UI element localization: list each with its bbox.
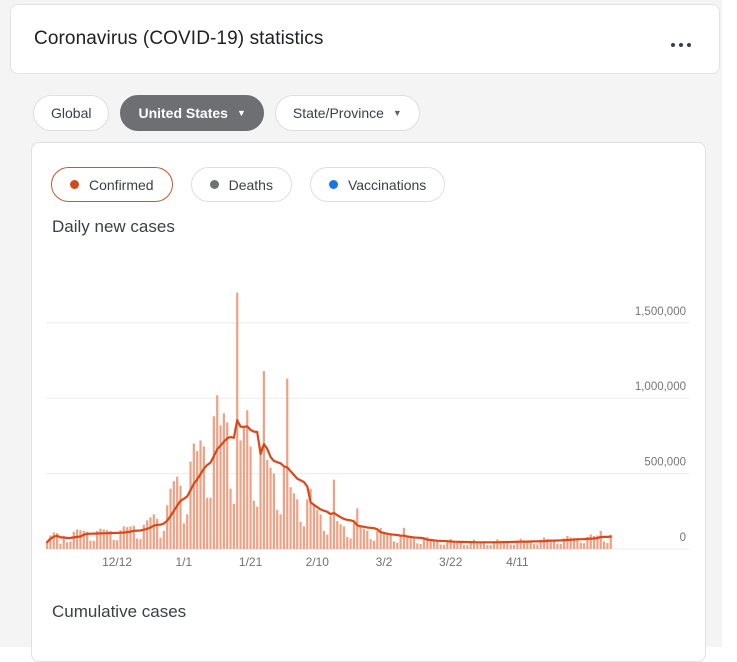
tab-deaths[interactable]: Deaths xyxy=(190,167,292,202)
tab-vaccinations[interactable]: Vaccinations xyxy=(309,167,446,202)
y-axis-label: 1,000,000 xyxy=(635,381,686,393)
x-axis-label: 4/11 xyxy=(506,555,529,569)
tab-confirmed[interactable]: Confirmed xyxy=(51,167,173,202)
statistics-card: Confirmed Deaths Vaccinations Daily new … xyxy=(31,142,706,662)
widget-header: Coronavirus (COVID-19) statistics xyxy=(10,4,720,74)
x-axis-label: 2/10 xyxy=(306,555,330,569)
chevron-down-icon: ▼ xyxy=(392,108,402,118)
deaths-dot-icon xyxy=(209,180,219,189)
filter-chip-label: United States xyxy=(138,105,228,121)
daily-cases-chart[interactable]: 0 500,000 1,000,000 1,500,000 12/12 1/1 1/21 2/… xyxy=(46,279,690,575)
cumulative-cases-title: Cumulative cases xyxy=(52,602,187,621)
x-axis-label: 1/21 xyxy=(239,555,263,569)
vaccinations-dot-icon xyxy=(328,180,338,189)
filter-chip-global[interactable]: Global xyxy=(33,95,110,131)
y-axis-label: 1,500,000 xyxy=(635,306,686,318)
tab-label: Confirmed xyxy=(89,176,154,193)
confirmed-dot-icon xyxy=(70,180,79,189)
filter-chip-country-dropdown[interactable]: United States ▼ xyxy=(120,95,264,131)
filter-chip-label: State/Province xyxy=(292,105,384,121)
region-filter-bar: Global United States ▼ State/Province ▼ xyxy=(33,95,420,131)
x-axis-label: 1/1 xyxy=(175,555,192,569)
trend-line xyxy=(46,419,612,544)
x-axis-label: 12/12 xyxy=(102,555,132,569)
daily-bars xyxy=(46,292,612,549)
y-axis-label: 500,000 xyxy=(644,457,686,469)
daily-new-cases-title: Daily new cases xyxy=(52,217,175,236)
filter-chip-label: Global xyxy=(51,105,92,121)
x-axis-label: 3/2 xyxy=(376,555,393,569)
x-axis-label: 3/22 xyxy=(439,555,463,569)
filter-chip-state-dropdown[interactable]: State/Province ▼ xyxy=(274,95,420,131)
more-options-icon[interactable] xyxy=(671,43,691,47)
page-title: Coronavirus (COVID-19) statistics xyxy=(34,28,324,49)
chevron-down-icon: ▼ xyxy=(236,108,246,118)
metric-tabs: Confirmed Deaths Vaccinations xyxy=(51,167,446,202)
y-axis-label: 0 xyxy=(680,532,686,544)
tab-label: Deaths xyxy=(228,176,273,193)
tab-label: Vaccinations xyxy=(347,176,427,193)
covid-stats-widget: Coronavirus (COVID-19) statistics Global… xyxy=(0,0,722,662)
